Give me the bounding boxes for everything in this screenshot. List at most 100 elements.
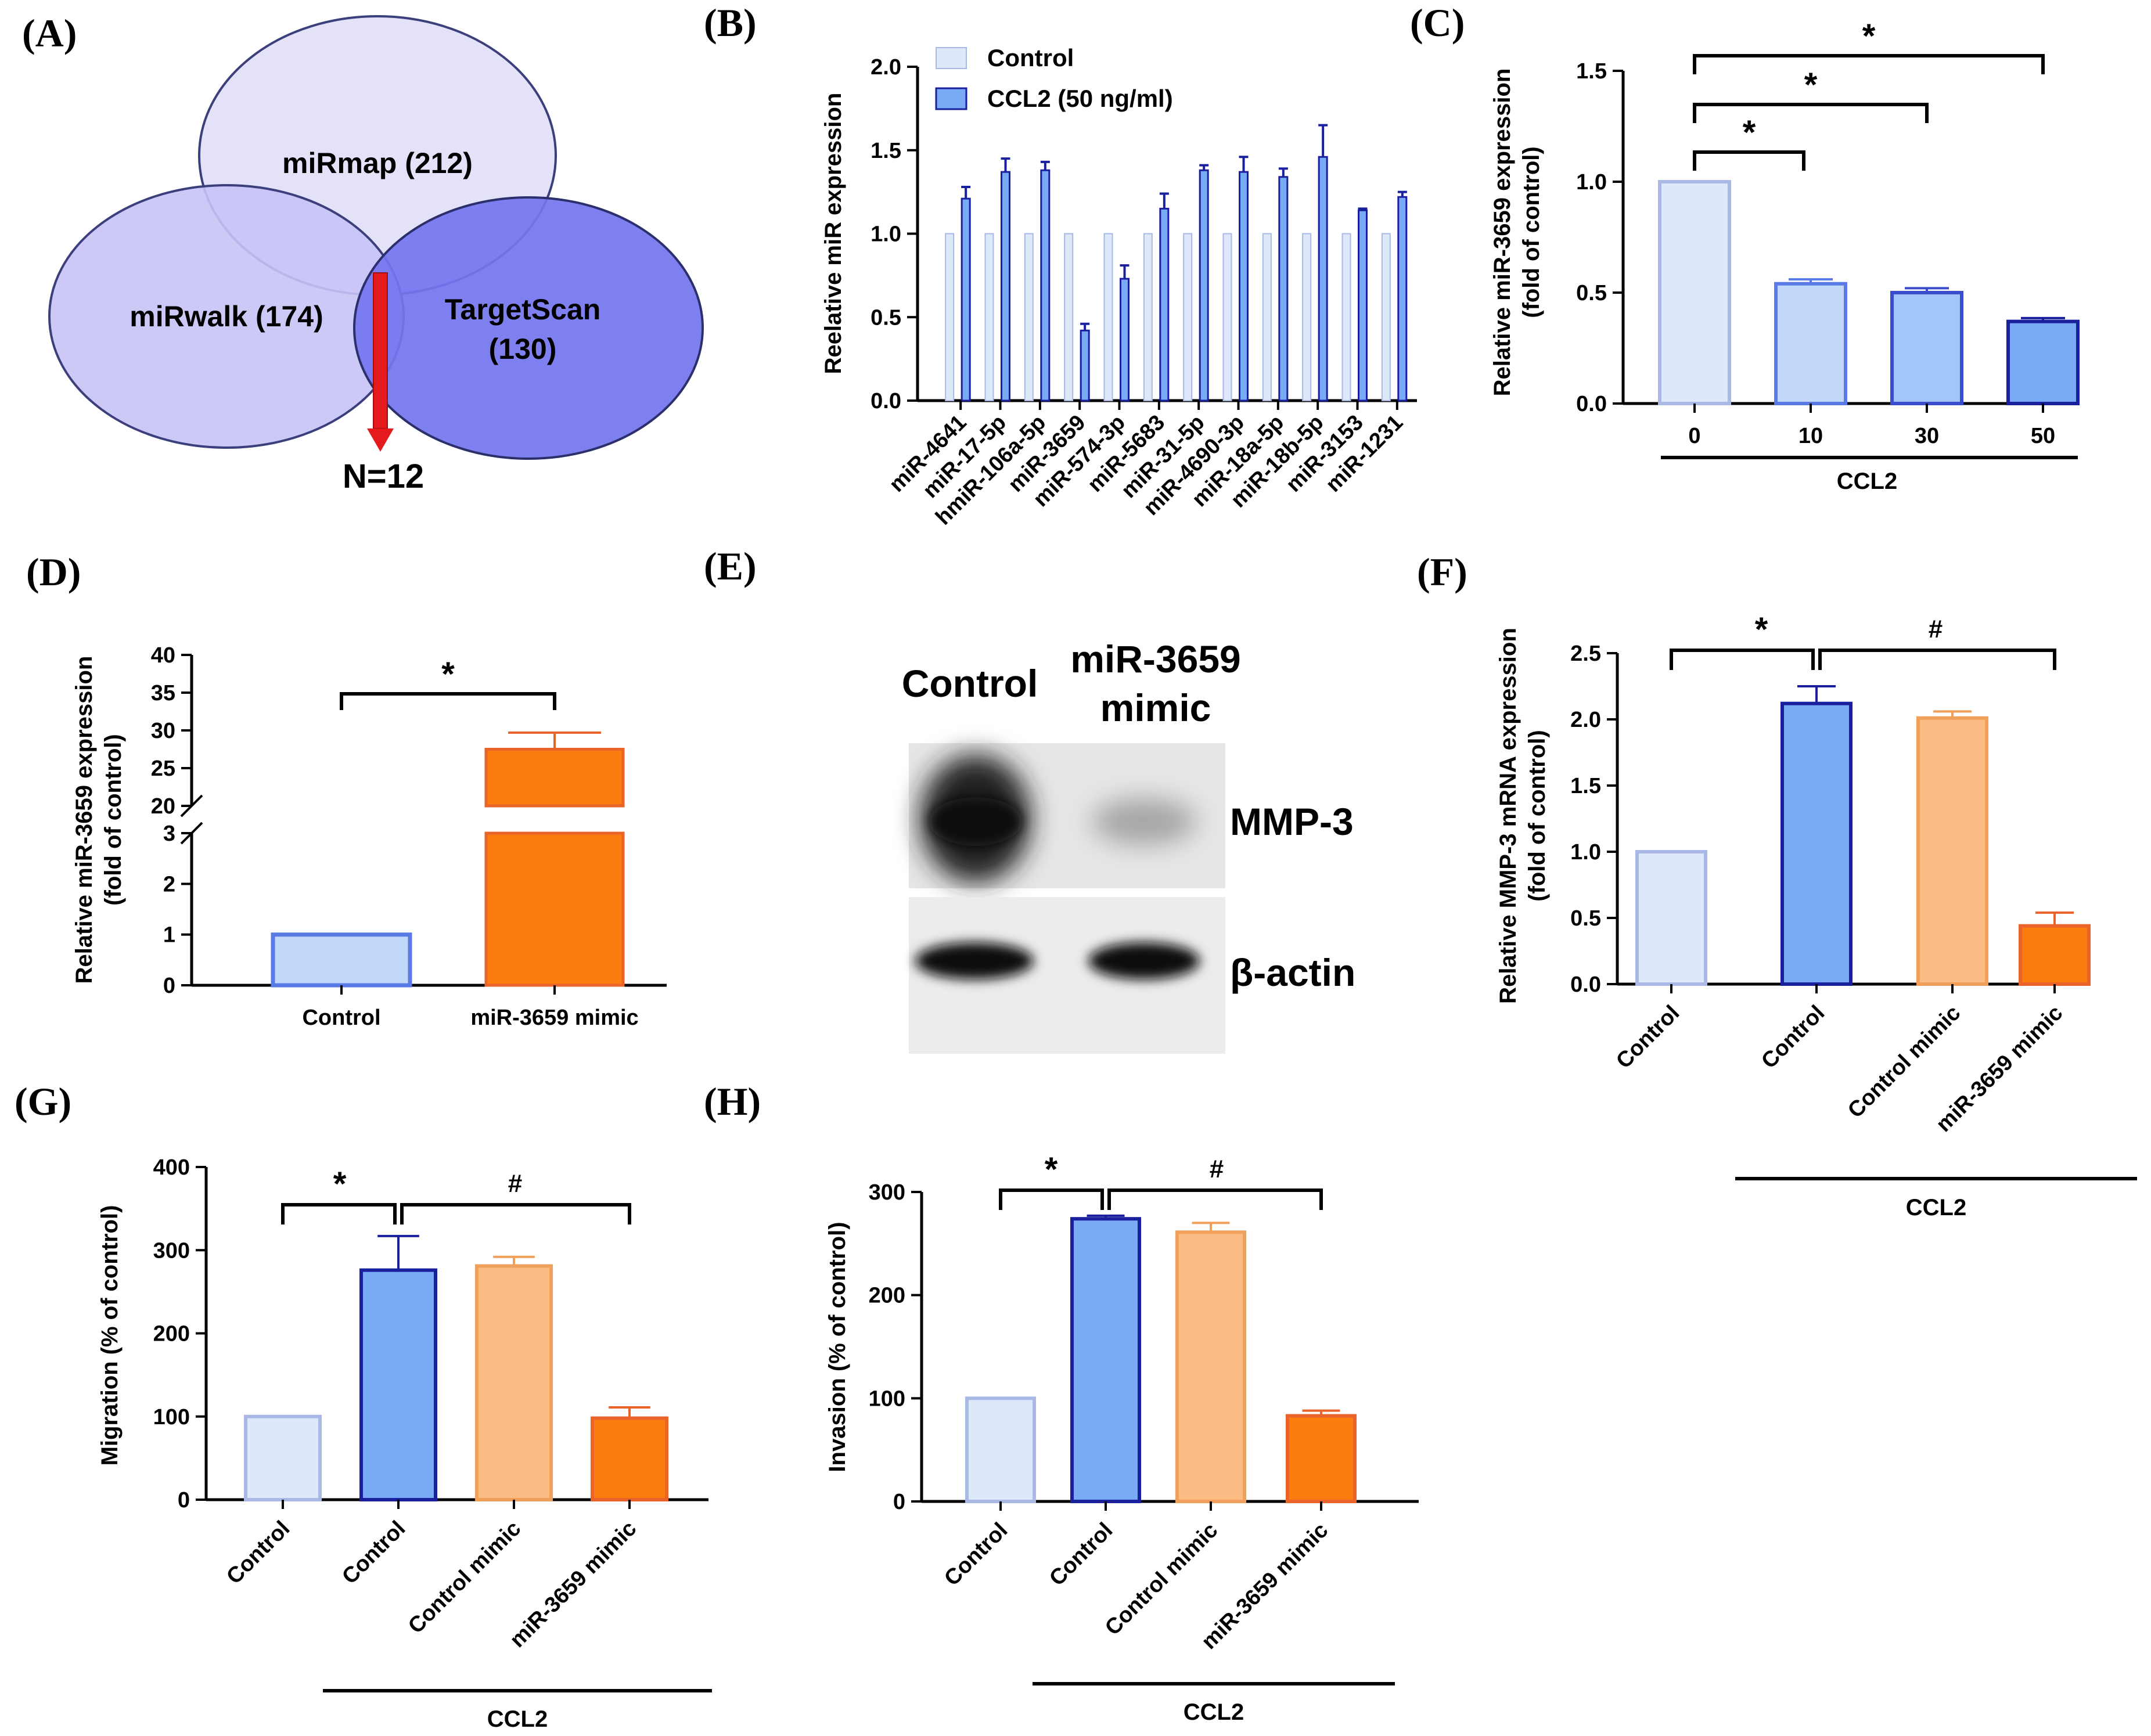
chart-b-bar-ccl2 (1318, 156, 1328, 402)
chart-c-ytick-label: 0.0 (1576, 392, 1607, 416)
chart-f-y-label: Relative MMP-3 mRNA expression (1495, 628, 1521, 1004)
chart-b-bar-ccl2 (1120, 278, 1130, 402)
blot-band-label-mmp3: MMP-3 (1230, 800, 1354, 843)
chart-b-bar-control (1064, 233, 1074, 401)
chart-b-bar-ccl2 (1040, 169, 1051, 402)
chart-d-bracket (340, 692, 556, 710)
chart-f-bar (1635, 850, 1707, 986)
chart-d-xtick-label: miR-3659 mimic (470, 1006, 638, 1030)
chart-b-ytick-label: 1.0 (871, 222, 901, 247)
chart-h-ytick-label: 100 (869, 1386, 905, 1411)
chart-c-xtick-label: 30 (1915, 424, 1939, 448)
chart-b-bar-ccl2 (1358, 209, 1368, 402)
chart-f-bar (2019, 924, 2091, 986)
chart-h-ytick-label: 200 (869, 1284, 905, 1308)
chart-b-bar-ccl2 (1278, 176, 1289, 402)
chart-d-break-mark (180, 794, 203, 817)
chart-b-ytick-label: 1.5 (871, 139, 901, 163)
chart-d-break-mark (180, 822, 203, 845)
chart-b-bar-control (1143, 233, 1153, 401)
chart-g-bar (359, 1268, 437, 1501)
chart-c-bar (1658, 180, 1731, 405)
panel-label-h: (H) (704, 1079, 761, 1123)
chart-h-y-label: Invasion (% of control) (825, 1222, 850, 1472)
chart-g-group-label: CCL2 (487, 1706, 548, 1732)
chart-f-bar (1916, 716, 1988, 986)
chart-h-group-label: CCL2 (1184, 1699, 1244, 1725)
chart-d-upper-ytick-label: 30 (151, 719, 175, 743)
chart-c: 0.0 0.5 1.0 1.5 Relative miR-3659 expression… (1490, 17, 2080, 494)
blot-band-mmp3-mimic (1092, 798, 1196, 845)
chart-c-y-label-sub: (fold of control) (1519, 146, 1544, 318)
panel-label-e: (E) (704, 544, 757, 588)
panel-label-c: (C) (1410, 1, 1465, 45)
chart-f: 0.0 0.5 1.0 1.5 2.0 2.5 Relative MMP-3 mRNA ex… (1495, 611, 2137, 1220)
chart-g-ytick-label: 200 (153, 1322, 190, 1346)
chart-g-ytick-label: 400 (153, 1155, 190, 1180)
chart-f-ytick-label: 1.0 (1570, 840, 1601, 865)
panel-label-b: (B) (704, 1, 757, 45)
chart-g-ytick-label: 0 (178, 1488, 190, 1512)
chart-c-xtick-label: 50 (2031, 424, 2055, 448)
chart-b-y-label: Reelative miR expression (821, 93, 846, 374)
chart-d: 0 1 2 3 20 25 30 35 40 Relative miR-3659 expressi… (71, 643, 667, 1030)
chart-b-bar-control (1341, 233, 1351, 401)
panel-label-a: (A) (22, 11, 77, 55)
venn-diagram: miRmap (212) miRwalk (174) TargetScan (1… (48, 15, 704, 495)
chart-c-0-30-significance: * (1804, 66, 1818, 104)
chart-b-bar-ccl2 (1159, 207, 1170, 402)
chart-d-lower-ytick-label: 2 (163, 872, 175, 896)
venn-label-mirwalk: miRwalk (174) (130, 300, 323, 333)
chart-h-xtick-label: Control (940, 1518, 1012, 1591)
chart-c-bar (2006, 319, 2080, 405)
blot-band-label-actin: β-actin (1230, 951, 1355, 994)
chart-b-bar-ccl2 (1199, 169, 1209, 402)
chart-h-bracket-star (999, 1188, 1104, 1210)
chart-h-bar (1070, 1217, 1141, 1504)
venn-label-mirmap: miRmap (212) (282, 147, 473, 179)
chart-b-bar-control (1183, 233, 1193, 401)
chart-f-y-label-sub: (fold of control) (1524, 730, 1550, 901)
chart-d-bar-control (271, 932, 412, 988)
chart-f-xtick-label: Control (1612, 1001, 1684, 1074)
chart-g-significance-hash: # (508, 1169, 522, 1198)
chart-f-significance-star: * (1755, 611, 1768, 649)
chart-g-bracket-star (281, 1203, 397, 1224)
chart-f-group-label: CCL2 (1906, 1195, 1966, 1220)
panel-label-g: (G) (15, 1079, 71, 1123)
venn-arrow-head (367, 428, 394, 452)
chart-c-ytick-label: 0.5 (1576, 281, 1607, 305)
chart-d-upper-ytick-label: 35 (151, 681, 175, 705)
chart-f-bar (1780, 701, 1853, 986)
chart-g-ytick-label: 300 (153, 1238, 190, 1263)
venn-label-targetscan: TargetScan (445, 293, 601, 326)
chart-b-bar-ccl2 (1397, 196, 1408, 402)
chart-b-bar-control (1222, 233, 1232, 401)
chart-h-significance-star: * (1045, 1151, 1058, 1188)
panel-label-d: (D) (26, 550, 81, 594)
chart-d-significance: * (441, 655, 455, 693)
blot-lane-label-mimic: mimic (1100, 686, 1211, 729)
chart-g-bracket-hash (400, 1203, 631, 1224)
chart-f-ytick-label: 0.5 (1570, 906, 1601, 931)
chart-c-xtick-label: 10 (1799, 424, 1823, 448)
chart-f-ytick-label: 0.0 (1570, 973, 1601, 997)
chart-b-legend-swatch-ccl2 (935, 87, 967, 110)
chart-d-upper-ytick-label: 40 (151, 643, 175, 668)
chart-c-bar (1774, 282, 1847, 405)
chart-g-significance-star: * (333, 1165, 347, 1203)
chart-c-0-50-bracket (1693, 54, 2045, 74)
chart-b-bar-ccl2 (1239, 171, 1249, 402)
chart-h-bar (1286, 1414, 1357, 1503)
panel-label-f: (F) (1417, 550, 1467, 594)
venn-arrow-shaft (373, 272, 388, 429)
chart-b-ytick-label: 0.0 (871, 389, 901, 413)
chart-b-bar-control (1381, 233, 1391, 401)
chart-f-ytick-label: 2.5 (1570, 642, 1601, 666)
chart-g-xtick-label: Control (337, 1517, 410, 1589)
chart-b-legend-swatch-control (936, 47, 967, 69)
chart-f-significance-hash: # (1929, 615, 1943, 643)
chart-d-lower-ytick-label: 1 (163, 923, 175, 948)
